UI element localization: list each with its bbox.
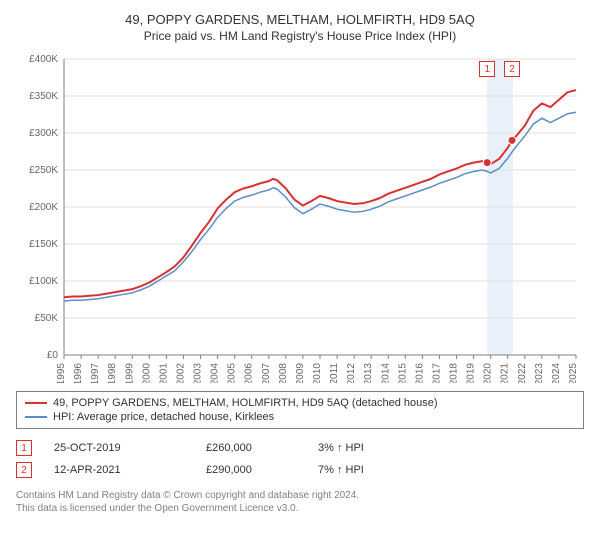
footer-line-2: This data is licensed under the Open Gov… bbox=[16, 502, 584, 515]
svg-text:2022: 2022 bbox=[517, 363, 528, 383]
svg-text:1995: 1995 bbox=[56, 363, 67, 383]
sale-marker-label: 1 bbox=[479, 61, 495, 77]
svg-text:2012: 2012 bbox=[346, 363, 357, 383]
svg-text:1999: 1999 bbox=[124, 363, 135, 383]
chart-title: 49, POPPY GARDENS, MELTHAM, HOLMFIRTH, H… bbox=[16, 12, 584, 27]
svg-text:2005: 2005 bbox=[227, 363, 238, 383]
line-chart-svg: £0 £50K £100K £150K £200K £250K £300K £350K £400… bbox=[16, 53, 584, 383]
svg-text:2010: 2010 bbox=[312, 363, 323, 383]
legend-label: HPI: Average price, detached house, Kirk… bbox=[53, 411, 274, 423]
svg-text:£250K: £250K bbox=[29, 165, 58, 176]
svg-text:2008: 2008 bbox=[278, 363, 289, 383]
svg-text:£300K: £300K bbox=[29, 128, 58, 139]
legend-box: 49, POPPY GARDENS, MELTHAM, HOLMFIRTH, H… bbox=[16, 391, 584, 429]
svg-text:2024: 2024 bbox=[551, 363, 562, 383]
svg-text:2015: 2015 bbox=[397, 363, 408, 383]
svg-text:2013: 2013 bbox=[363, 363, 374, 383]
sale-delta: 7% ↑ HPI bbox=[318, 464, 438, 476]
sales-table: 1 25-OCT-2019 £260,000 3% ↑ HPI 2 12-APR-2021… bbox=[16, 437, 584, 481]
sale-price: £260,000 bbox=[206, 442, 296, 454]
sale-date: 25-OCT-2019 bbox=[54, 442, 184, 454]
sale-marker-label: 2 bbox=[504, 61, 520, 77]
svg-text:2009: 2009 bbox=[295, 363, 306, 383]
svg-text:2017: 2017 bbox=[431, 363, 442, 383]
legend-row: HPI: Average price, detached house, Kirk… bbox=[25, 410, 575, 424]
svg-text:2003: 2003 bbox=[193, 363, 204, 383]
svg-text:2007: 2007 bbox=[261, 363, 272, 383]
svg-text:£200K: £200K bbox=[29, 202, 58, 213]
chart-area: £0 £50K £100K £150K £200K £250K £300K £350K £400… bbox=[16, 53, 584, 383]
svg-text:2016: 2016 bbox=[414, 363, 425, 383]
sale-row: 1 25-OCT-2019 £260,000 3% ↑ HPI bbox=[16, 437, 584, 459]
svg-text:1998: 1998 bbox=[107, 363, 118, 383]
legend-label: 49, POPPY GARDENS, MELTHAM, HOLMFIRTH, H… bbox=[53, 397, 438, 409]
legend-swatch bbox=[25, 416, 47, 418]
sale-price: £290,000 bbox=[206, 464, 296, 476]
sale-row: 2 12-APR-2021 £290,000 7% ↑ HPI bbox=[16, 459, 584, 481]
svg-text:2002: 2002 bbox=[175, 363, 186, 383]
svg-text:£50K: £50K bbox=[35, 313, 59, 324]
legend-row: 49, POPPY GARDENS, MELTHAM, HOLMFIRTH, H… bbox=[25, 396, 575, 410]
sale-date: 12-APR-2021 bbox=[54, 464, 184, 476]
svg-text:£150K: £150K bbox=[29, 239, 58, 250]
sale-delta: 3% ↑ HPI bbox=[318, 442, 438, 454]
chart-subtitle: Price paid vs. HM Land Registry's House … bbox=[16, 29, 584, 43]
svg-text:2011: 2011 bbox=[329, 363, 340, 383]
svg-text:2023: 2023 bbox=[534, 363, 545, 383]
svg-text:1997: 1997 bbox=[90, 363, 101, 383]
sale-number-badge: 2 bbox=[16, 462, 32, 478]
svg-text:2019: 2019 bbox=[466, 363, 477, 383]
svg-text:£400K: £400K bbox=[29, 54, 58, 65]
svg-text:2021: 2021 bbox=[500, 363, 511, 383]
footer-line-1: Contains HM Land Registry data © Crown c… bbox=[16, 489, 584, 502]
legend-swatch bbox=[25, 402, 47, 404]
svg-text:2014: 2014 bbox=[380, 363, 391, 383]
chart-container: 49, POPPY GARDENS, MELTHAM, HOLMFIRTH, H… bbox=[0, 0, 600, 523]
svg-text:2004: 2004 bbox=[210, 363, 221, 383]
svg-text:2000: 2000 bbox=[141, 363, 152, 383]
svg-text:£100K: £100K bbox=[29, 276, 58, 287]
svg-text:2018: 2018 bbox=[449, 363, 460, 383]
footer-text: Contains HM Land Registry data © Crown c… bbox=[16, 489, 584, 515]
svg-text:2020: 2020 bbox=[483, 363, 494, 383]
svg-text:£350K: £350K bbox=[29, 91, 58, 102]
svg-text:£0: £0 bbox=[47, 350, 59, 361]
svg-text:2006: 2006 bbox=[244, 363, 255, 383]
svg-text:2025: 2025 bbox=[568, 363, 579, 383]
svg-text:2001: 2001 bbox=[158, 363, 169, 383]
sale-number-badge: 1 bbox=[16, 440, 32, 456]
svg-text:1996: 1996 bbox=[73, 363, 84, 383]
